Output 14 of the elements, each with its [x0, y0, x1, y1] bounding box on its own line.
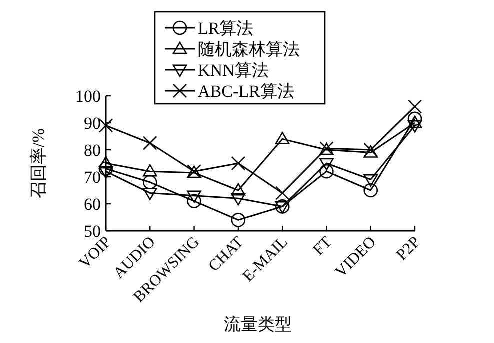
x-tick-label: P2P — [394, 234, 424, 264]
y-axis-title: 召回率/% — [29, 128, 48, 198]
y-tick-label: 50 — [84, 222, 101, 241]
y-tick-label: 100 — [76, 87, 101, 106]
legend-label: KNN算法 — [198, 61, 269, 80]
y-tick-label: 90 — [84, 114, 101, 133]
legend-label: 随机森林算法 — [198, 40, 300, 59]
legend-label: ABC-LR算法 — [198, 82, 294, 101]
y-tick-label: 80 — [84, 141, 101, 160]
x-tick-label: FT — [310, 234, 336, 260]
x-axis-title: 流量类型 — [224, 315, 292, 334]
y-tick-label: 70 — [84, 168, 101, 187]
legend-label: LR算法 — [198, 19, 254, 38]
y-tick-label: 60 — [84, 195, 101, 214]
